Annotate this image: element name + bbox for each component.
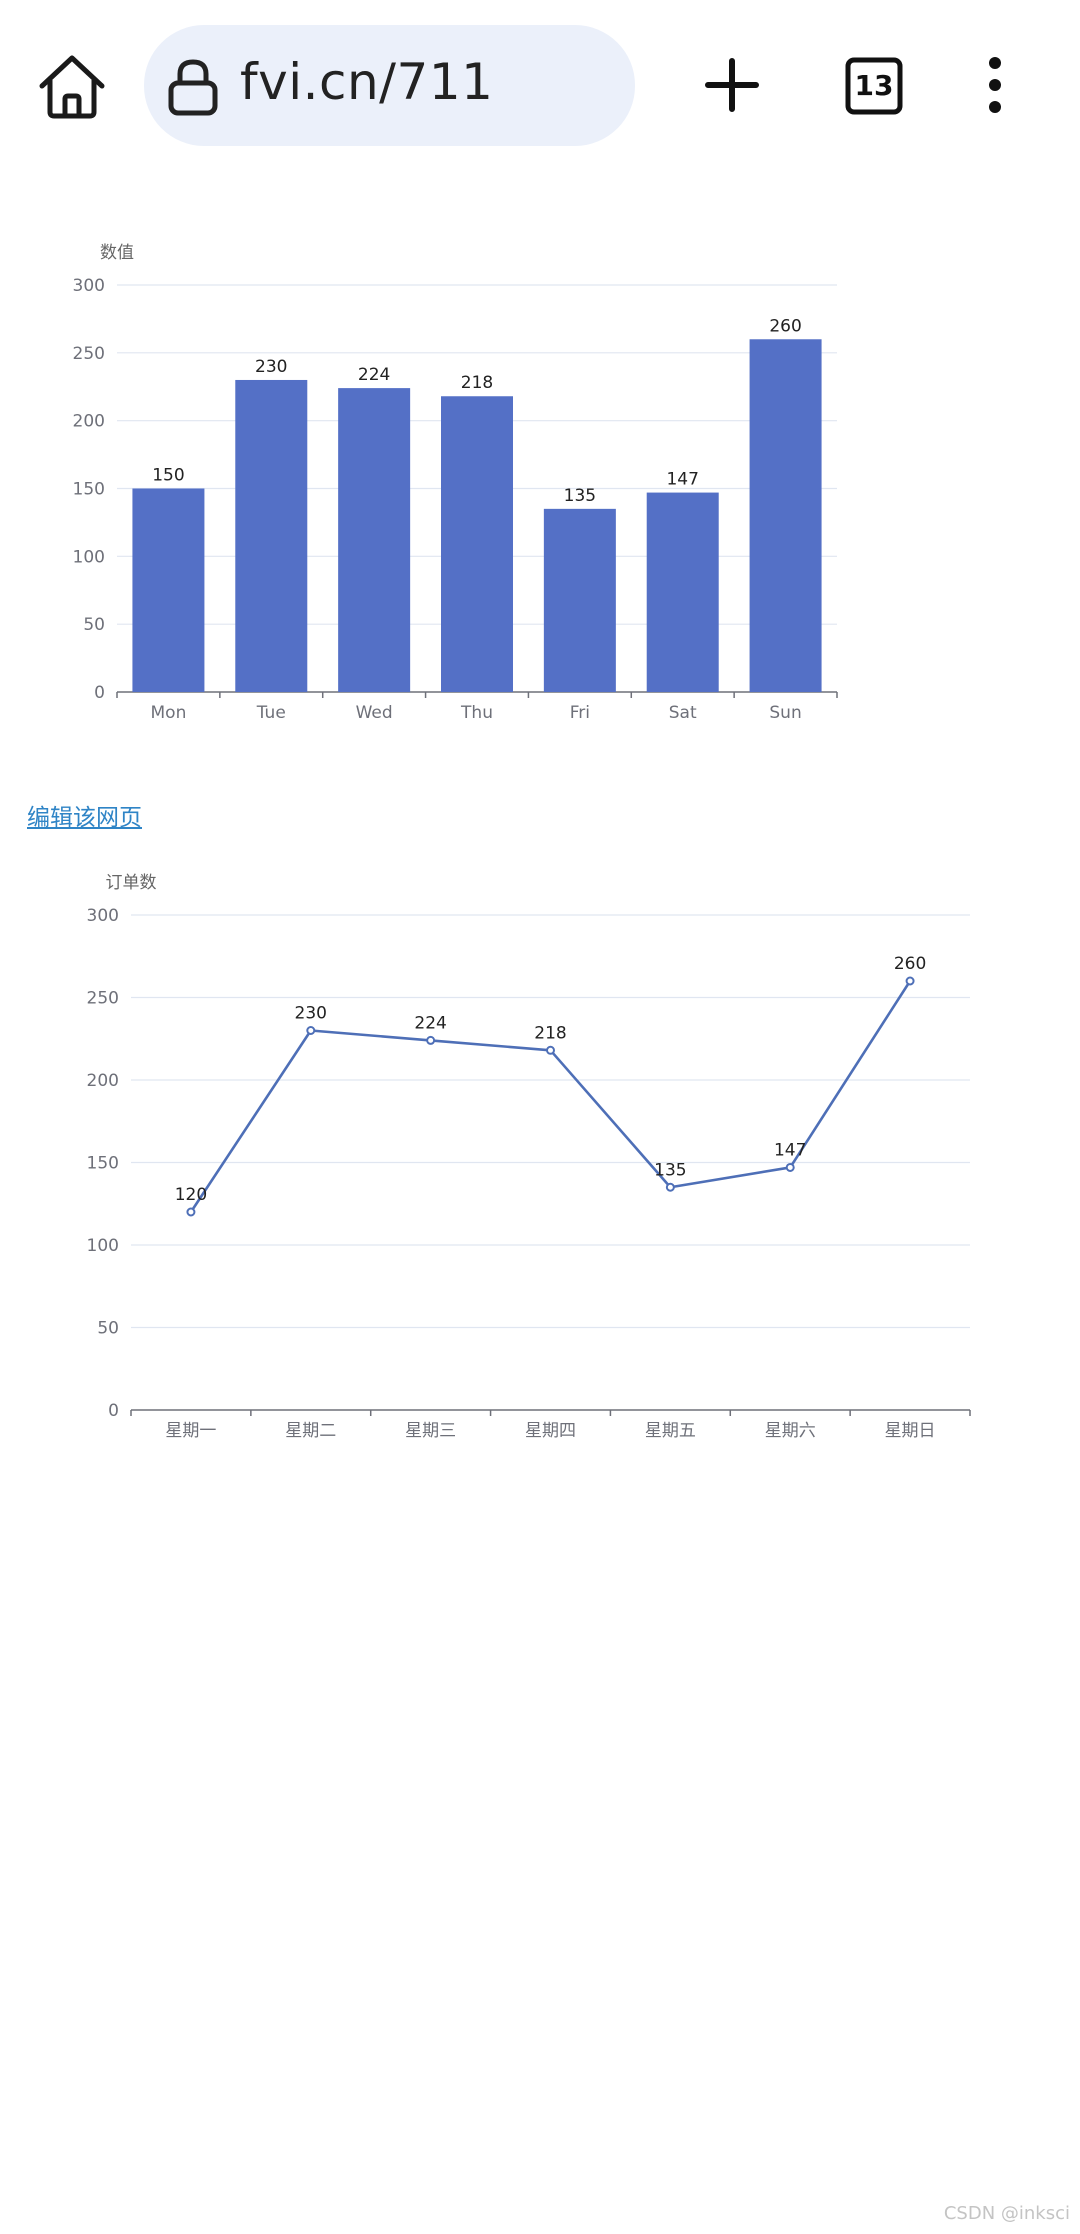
bar (543, 508, 616, 692)
bar (646, 492, 719, 692)
tabs-icon (845, 57, 903, 115)
y-tick-label: 0 (94, 683, 105, 703)
edit-page-link[interactable]: 编辑该网页 (27, 805, 142, 831)
data-label: 147 (774, 1140, 806, 1160)
data-label: 230 (255, 357, 287, 377)
y-axis-label: 订单数 (106, 873, 157, 893)
y-tick-label: 0 (108, 1401, 119, 1421)
x-tick-label: 星期六 (765, 1421, 816, 1441)
x-tick-label: Wed (356, 703, 393, 723)
y-axis-label: 数值 (100, 243, 134, 263)
home-icon (39, 55, 105, 119)
bar (338, 388, 411, 692)
bar (441, 396, 513, 692)
lock-icon (166, 57, 220, 117)
y-tick-label: 50 (83, 615, 105, 635)
data-point (546, 1045, 555, 1055)
x-tick-label: Tue (256, 703, 286, 723)
x-tick-label: 星期五 (645, 1421, 696, 1441)
data-point (306, 1026, 316, 1035)
data-label: 260 (769, 316, 801, 336)
y-tick-label: 200 (73, 412, 105, 432)
url-text: fvi.cn/711 (240, 53, 494, 111)
more-menu-button[interactable] (980, 55, 1010, 115)
data-point (905, 976, 915, 986)
tab-switcher-button[interactable]: 13 (845, 57, 903, 115)
data-label: 135 (564, 486, 596, 506)
y-tick-label: 300 (87, 906, 119, 926)
tab-count: 13 (854, 69, 894, 102)
data-label: 224 (414, 1013, 446, 1033)
data-label: 260 (894, 954, 926, 974)
bar (132, 488, 205, 692)
y-tick-label: 150 (73, 480, 105, 500)
line-chart: 订单数 0 50 100 150 200 250 300 星期一 星期二 星期三 星期四 星期五 星期六 星… (87, 873, 971, 1441)
x-tick-label: Mon (151, 703, 187, 723)
watermark: CSDN @inksci (943, 2203, 1070, 2224)
y-tick-label: 100 (73, 547, 105, 567)
data-label: 150 (152, 466, 184, 486)
plus-icon (705, 58, 759, 112)
data-label: 218 (534, 1023, 566, 1043)
x-tick-label: Sun (769, 703, 801, 723)
x-tick-label: Fri (570, 703, 590, 723)
more-vert-icon (989, 57, 1001, 113)
data-label: 224 (358, 365, 390, 385)
y-tick-label: 250 (73, 344, 105, 364)
home-button[interactable] (34, 50, 110, 126)
data-point (665, 1182, 675, 1192)
data-point (426, 1035, 436, 1045)
data-label: 218 (461, 373, 493, 393)
data-point (785, 1162, 795, 1172)
x-tick-label: Sat (669, 703, 697, 723)
data-label: 147 (666, 470, 698, 490)
new-tab-button[interactable] (702, 55, 762, 115)
bar-chart: 数值 0 50 100 150 200 250 300 Mon Tue Wed Thu Fri Sat Su… (73, 243, 838, 723)
y-tick-label: 300 (73, 276, 105, 296)
y-tick-label: 150 (87, 1154, 119, 1174)
y-tick-label: 50 (97, 1319, 119, 1339)
data-point (186, 1207, 196, 1217)
bar (235, 379, 308, 692)
x-tick-label: 星期日 (885, 1421, 936, 1441)
x-tick-label: 星期三 (405, 1421, 456, 1441)
y-tick-label: 100 (87, 1236, 119, 1256)
data-label: 120 (175, 1185, 207, 1205)
address-bar[interactable]: fvi.cn/711 (144, 25, 635, 146)
x-tick-label: 星期一 (165, 1421, 216, 1441)
x-tick-label: 星期二 (285, 1421, 336, 1441)
y-tick-label: 250 (87, 989, 119, 1009)
data-label: 135 (654, 1160, 686, 1180)
bar (749, 339, 822, 692)
data-label: 230 (295, 1004, 327, 1024)
x-tick-label: Thu (460, 703, 493, 723)
y-tick-label: 200 (87, 1071, 119, 1091)
browser-toolbar: fvi.cn/711 13 (0, 0, 1080, 175)
x-tick-label: 星期四 (525, 1421, 576, 1441)
